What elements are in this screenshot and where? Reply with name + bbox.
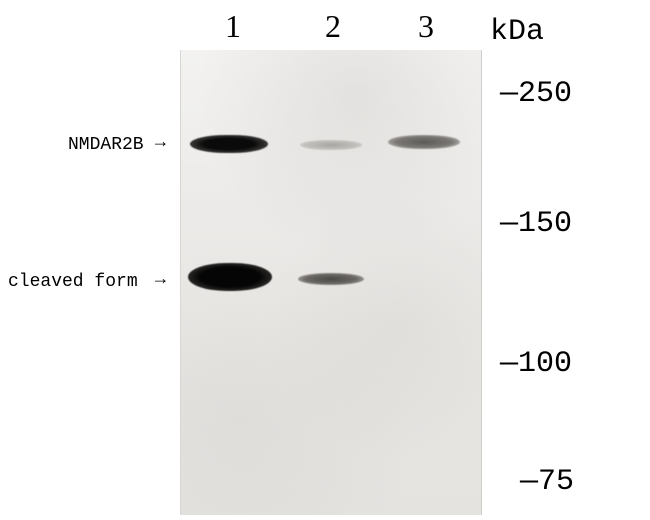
blot-canvas: 1 2 3 kDa —250 —150 —100 —75 NMDAR2B → c… <box>0 0 650 520</box>
band-lane1-cleaved <box>188 263 272 291</box>
mw-marker-250: —250 <box>500 77 572 111</box>
band-lane1-nmdar2b <box>190 135 268 153</box>
band-lane2-cleaved <box>298 273 364 285</box>
label-nmdar2b: NMDAR2B <box>68 135 144 155</box>
band-lane2-nmdar2b <box>300 140 362 150</box>
lane-label-3: 3 <box>418 8 434 45</box>
band-lane3-nmdar2b <box>388 135 460 149</box>
lane-label-1: 1 <box>225 8 241 45</box>
mw-marker-150: —150 <box>500 207 572 241</box>
arrow-right-icon: → <box>155 270 166 290</box>
mw-marker-75: —75 <box>520 465 574 499</box>
lane-label-2: 2 <box>325 8 341 45</box>
mw-marker-100: —100 <box>500 347 572 381</box>
label-cleaved-form: cleaved form <box>8 272 138 292</box>
arrow-right-icon: → <box>155 133 166 153</box>
kda-unit: kDa <box>490 15 544 49</box>
